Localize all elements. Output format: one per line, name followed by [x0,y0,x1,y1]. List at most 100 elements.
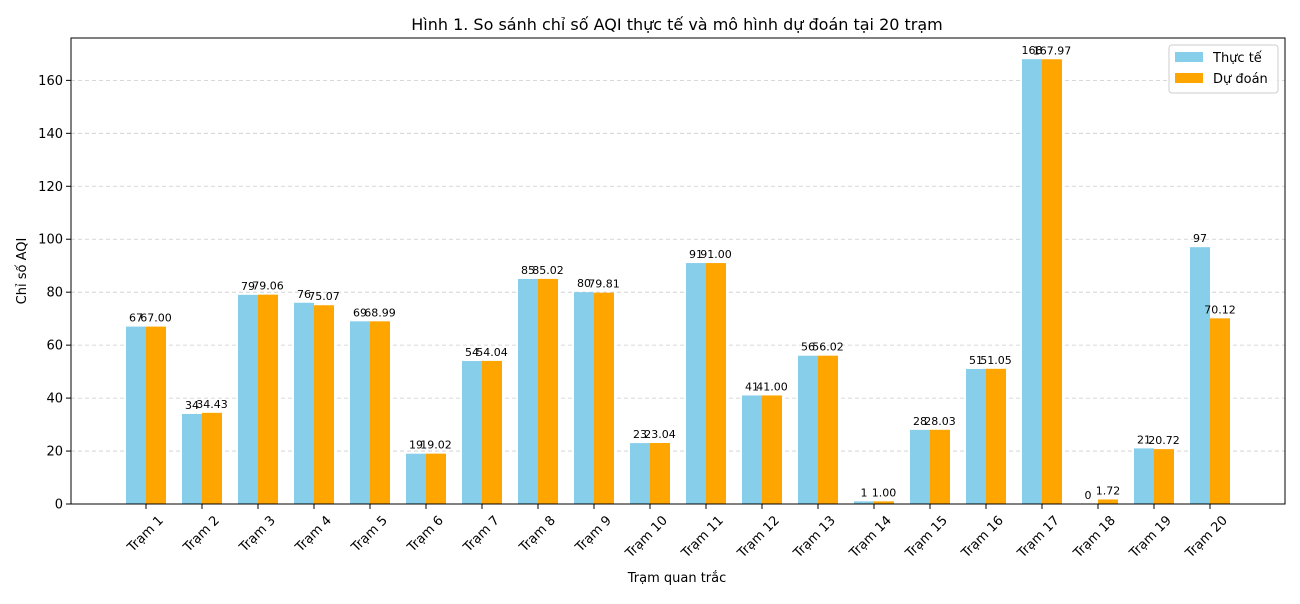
bar-actual [350,321,370,504]
bar-predicted [202,412,222,504]
bar-predicted [650,442,670,504]
bar-value-label: 19 [409,439,423,452]
bar-value-label: 54.04 [476,346,508,359]
y-tick-label: 0 [55,498,63,513]
bar-value-label: 51.05 [980,354,1012,367]
x-tick-label: Trạm 2 [180,513,223,556]
chart-title: Hình 1. So sánh chỉ số AQI thực tế và mô… [411,15,943,34]
bar-predicted [482,360,502,504]
bar-value-label: 85.02 [532,264,564,277]
bar-value-label: 56.02 [812,341,844,354]
x-tick-label: Trạm 19 [1126,513,1175,562]
x-tick-label: Trạm 4 [292,513,335,556]
x-tick-label: Trạm 14 [846,513,895,562]
bar-value-label: 79.06 [252,280,284,293]
bar-value-label: 28 [913,415,927,428]
bar-value-label: 68.99 [364,306,396,319]
bar-actual [630,443,650,504]
x-tick-label: Trạm 15 [902,513,951,562]
legend-label-predicted: Dự đoán [1213,72,1268,87]
bar-value-label: 79 [241,280,255,293]
bar-predicted [538,278,558,504]
legend-swatch-actual [1175,52,1203,62]
bar-actual [126,326,146,504]
bar-actual [854,501,874,504]
bar-predicted [706,263,726,504]
x-tick-label: Trạm 3 [236,513,279,556]
bar-actual [1022,59,1042,504]
legend-swatch-predicted [1175,73,1203,83]
x-axis-title: Trạm quan trắc [627,571,727,586]
x-tick-label: Trạm 11 [678,513,727,562]
bar-value-label: 1 [861,486,868,499]
x-tick-label: Trạm 12 [734,513,783,562]
bar-predicted [930,429,950,504]
x-tick-label: Trạm 13 [790,513,839,562]
x-tick-label: Trạm 1 [124,513,167,556]
bar-value-label: 67.00 [140,312,172,325]
bar-value-label: 34.43 [196,398,228,411]
y-tick-label: 40 [46,392,63,407]
bar-value-label: 19.02 [420,439,452,452]
bar-value-label: 75.07 [308,290,340,303]
x-tick-label: Trạm 10 [622,513,671,562]
bar-actual [910,429,930,504]
bar-actual [1190,247,1210,504]
bar-actual [238,294,258,504]
y-tick-label: 20 [46,445,63,460]
y-tick-label: 100 [38,233,63,248]
x-tick-label: Trạm 8 [516,513,559,556]
bar-value-label: 76 [297,288,311,301]
x-tick-label: Trạm 20 [1182,513,1231,562]
bar-value-label: 34 [185,399,199,412]
bar-value-label: 56 [801,341,815,354]
bar-actual [742,395,762,504]
bar-value-label: 80 [577,277,591,290]
x-tick-label: Trạm 6 [404,513,447,556]
bar-actual [686,263,706,504]
bar-value-label: 70.12 [1204,303,1236,316]
bar-value-label: 28.03 [924,415,956,428]
bar-value-label: 1.00 [872,486,897,499]
bar-value-label: 23.04 [644,428,676,441]
bar-value-label: 85 [521,264,535,277]
bar-predicted [874,501,894,504]
bar-actual [966,368,986,504]
x-tick-label: Trạm 16 [958,513,1007,562]
bar-value-label: 41 [745,380,759,393]
y-tick-label: 120 [38,180,63,195]
bar-predicted [1210,318,1230,504]
bar-value-label: 67 [129,312,143,325]
bar-actual [294,302,314,504]
bar-value-label: 23 [633,428,647,441]
bar-value-label: 91.00 [700,248,732,261]
bar-actual [574,292,594,504]
y-tick-label: 60 [46,339,63,354]
bar-value-label: 69 [353,306,367,319]
bar-value-label: 51 [969,354,983,367]
bar-predicted [426,453,446,504]
x-tick-label: Trạm 17 [1014,513,1063,562]
y-axis-title: Chỉ số AQI [15,238,30,305]
bar-value-label: 20.72 [1148,434,1180,447]
bar-actual [182,413,202,504]
bar-value-label: 0 [1085,489,1092,502]
x-tick-label: Trạm 18 [1070,513,1119,562]
bar-value-label: 167.97 [1033,44,1072,57]
y-tick-label: 80 [46,286,63,301]
bar-actual [518,278,538,504]
bar-value-label: 41.00 [756,380,788,393]
x-tick-label: Trạm 5 [348,513,391,556]
bar-actual [1134,448,1154,504]
bar-value-label: 1.72 [1096,484,1121,497]
x-tick-label: Trạm 9 [572,513,615,556]
bar-actual [406,453,426,504]
bar-predicted [370,321,390,504]
bar-predicted [1154,449,1174,504]
bar-actual [798,355,818,504]
bar-predicted [146,326,166,504]
legend-label-actual: Thực tế [1212,51,1262,66]
